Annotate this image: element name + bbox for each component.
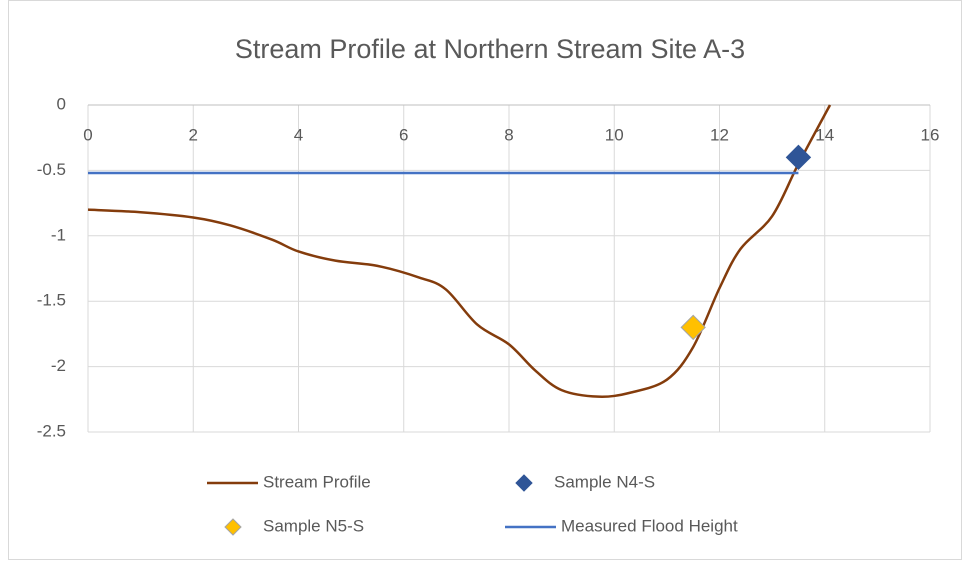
legend-marker: [515, 474, 533, 492]
legend-label: Sample N4-S: [554, 472, 655, 491]
y-tick-label: -1: [51, 225, 66, 244]
x-tick-label: 16: [921, 125, 940, 144]
y-tick-label: 0: [57, 94, 66, 113]
stream-line: [87, 104, 832, 399]
legend-label: Stream Profile: [263, 472, 371, 491]
chart-border: [8, 0, 962, 560]
legend-label: Sample N5-S: [263, 516, 364, 535]
x-tick-label: 12: [710, 125, 729, 144]
legend-label: Measured Flood Height: [561, 516, 738, 535]
x-tick-label: 10: [605, 125, 624, 144]
y-tick-label: -2.5: [37, 421, 66, 440]
legend-marker: [224, 518, 242, 536]
chart-title: Stream Profile at Northern Stream Site A…: [235, 34, 745, 64]
x-tick-label: 6: [399, 125, 408, 144]
sample-marker: [785, 144, 812, 171]
y-tick-label: -0.5: [37, 160, 66, 179]
x-tick-label: 4: [294, 125, 303, 144]
x-tick-label: 0: [83, 125, 92, 144]
sample-marker: [680, 314, 706, 341]
y-tick-label: -1.5: [37, 291, 66, 310]
x-tick-label: 14: [815, 125, 834, 144]
x-tick-label: 2: [189, 125, 198, 144]
y-tick-label: -2: [51, 356, 66, 375]
x-tick-label: 8: [504, 125, 513, 144]
